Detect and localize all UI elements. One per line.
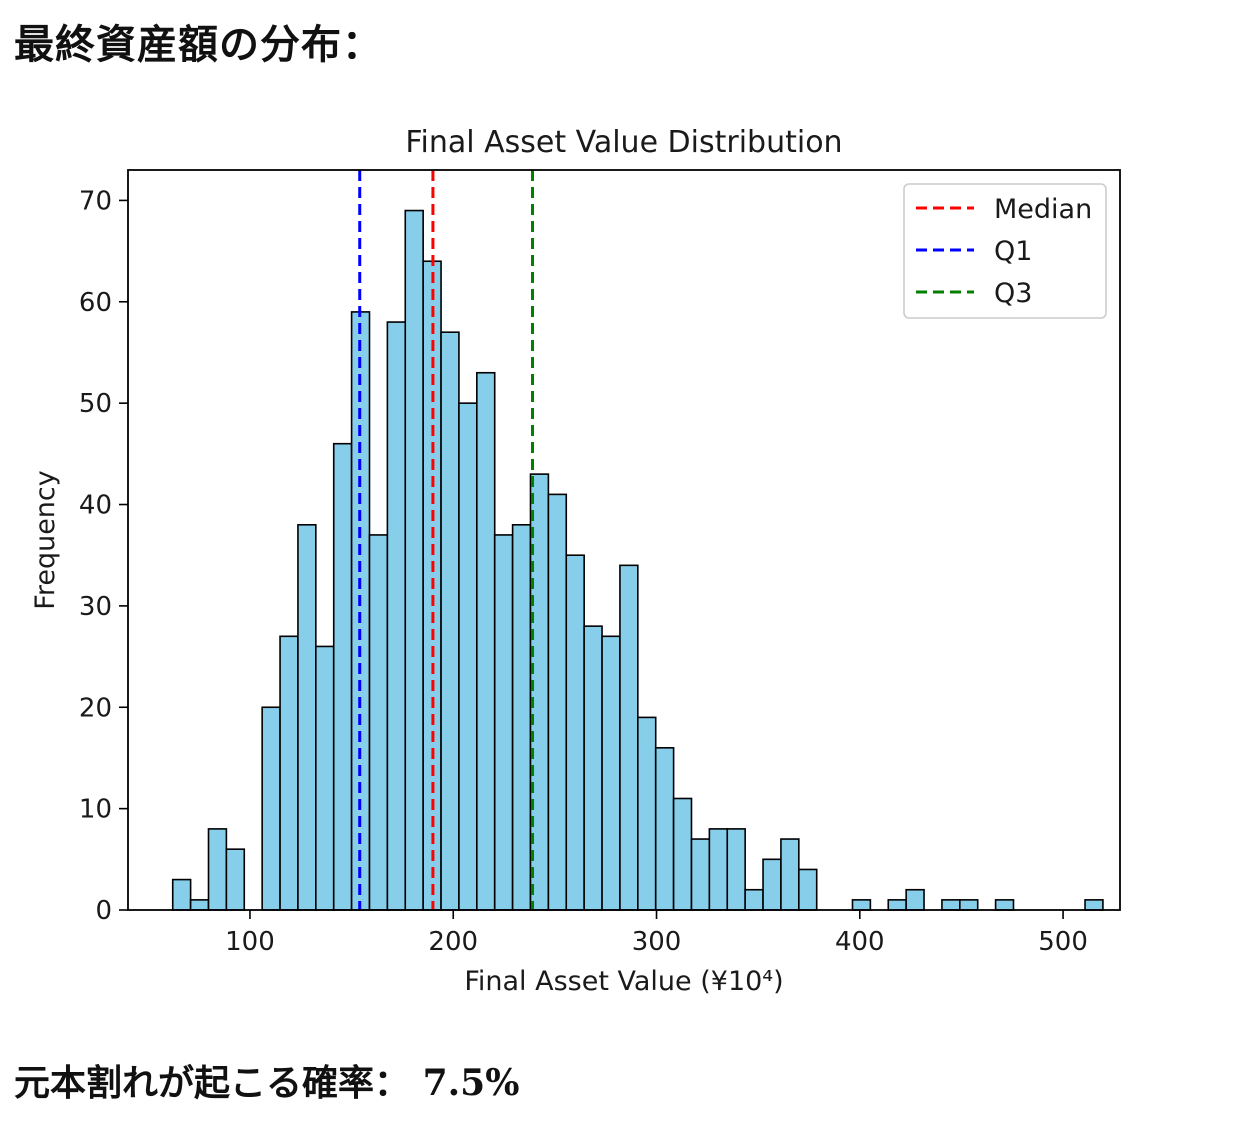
histogram-bar [476,371,496,911]
y-axis-label: Frequency [30,470,61,610]
x-tick-label: 100 [225,927,275,957]
histogram-bar [189,899,210,911]
histogram-bar [171,878,192,911]
legend-box [903,183,1107,319]
histogram-bar [386,321,407,911]
histogram-bar [261,706,281,911]
y-tick-label: 50 [79,389,112,419]
histogram-bar [368,534,389,911]
histogram-bar [798,868,818,911]
histogram-bar [672,797,693,911]
x-axis-label: Final Asset Value (¥10⁴) [464,966,783,997]
histogram-bar [905,888,925,911]
loss-probability-value: 7.5% [422,1062,520,1104]
legend-label-q1: Q1 [994,236,1032,267]
histogram-bar [529,473,550,911]
histogram-bar [547,493,568,911]
histogram-bar [279,635,299,911]
histogram-bar [744,888,764,911]
y-tick-label: 40 [79,491,112,521]
histogram-chart: Final Asset Value Distribution 100 200 300 4… [28,118,1138,1008]
histogram-bar [511,523,532,911]
x-tick-label: 500 [1038,927,1088,957]
histogram-bar [458,402,478,911]
histogram-bar [941,899,961,911]
y-tick-label: 20 [79,693,112,723]
histogram-bar [619,564,639,911]
histogram-bar [654,747,675,911]
legend-label-median: Median [994,194,1092,225]
y-tick-label: 60 [79,288,112,318]
histogram-bar [851,899,872,911]
histogram-bar [601,635,621,911]
histogram-bar [762,858,782,911]
chart-title: Final Asset Value Distribution [405,125,842,160]
histogram-bar [207,828,228,911]
legend-label-q3: Q3 [994,278,1032,309]
histogram-bar [440,331,460,911]
x-tick-label: 200 [428,927,478,957]
histogram-bar [637,716,657,911]
histogram-bar [690,838,711,911]
histogram-bar [994,899,1015,911]
histogram-bar [708,828,729,911]
histogram-bar [1084,899,1104,911]
y-tick-label: 70 [79,186,112,216]
loss-probability-label: 元本割れが起こる確率： [14,1062,411,1104]
histogram-bar [726,828,746,911]
histogram-bar [565,554,585,911]
histogram-bar [493,534,514,911]
histogram-bar [315,645,335,911]
histogram-bar [332,442,353,911]
y-tick-label: 10 [79,795,112,825]
histogram-bar [404,209,424,911]
legend: Median Q1 Q3 [903,183,1107,319]
histogram-bar [297,523,317,911]
loss-probability: 元本割れが起こる確率： 7.5% [14,1054,519,1106]
histogram-bar [225,848,246,911]
page-heading: 最終資産額の分布： [14,21,383,68]
y-tick-label: 30 [79,592,112,622]
histogram-bar [887,899,907,911]
x-tick-label: 300 [632,927,682,957]
x-tick-label: 400 [835,927,885,957]
y-tick-label: 0 [95,896,112,926]
histogram-bar [959,899,979,911]
histogram-bar [583,625,603,911]
histogram-bar [780,838,800,911]
plot-frame [127,169,1121,911]
